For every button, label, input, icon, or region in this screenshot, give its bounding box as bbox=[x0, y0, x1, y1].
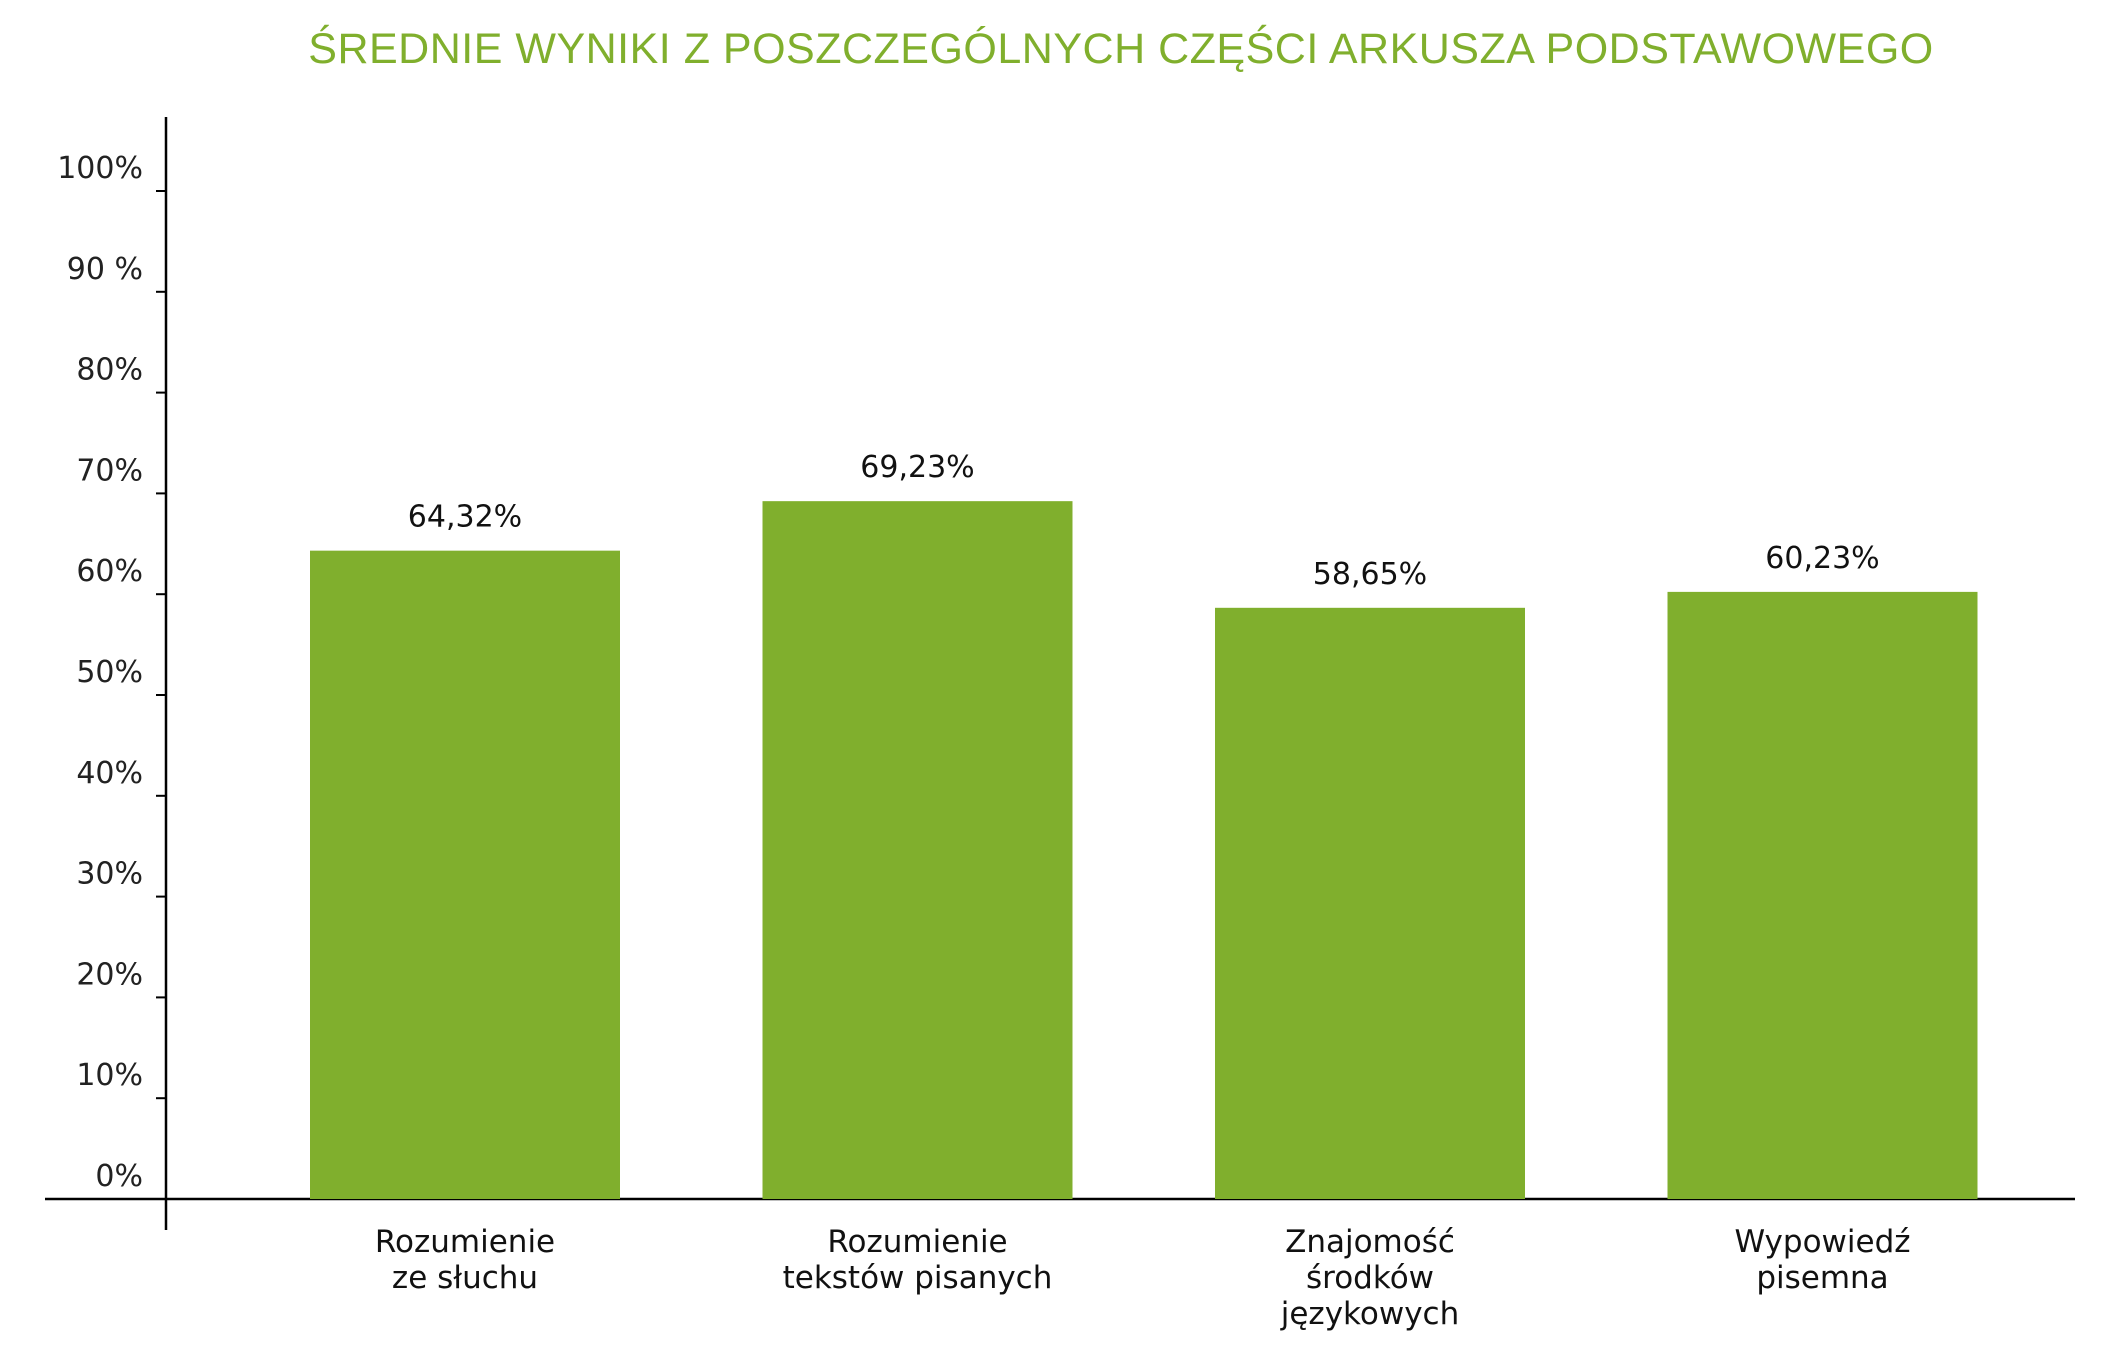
chart-title: ŚREDNIE WYNIKI Z POSZCZEGÓLNYCH CZĘŚCI A… bbox=[308, 24, 1933, 73]
x-category-label: Znajomość środków językowych bbox=[1280, 1224, 1460, 1332]
y-tick-label: 20% bbox=[76, 957, 143, 992]
value-labels: 64,32% 69,23% 58,65% 60,23% bbox=[408, 450, 1880, 592]
x-category-label: Wypowiedź pisemna bbox=[1734, 1224, 1910, 1296]
bar bbox=[310, 550, 620, 1199]
bar bbox=[762, 501, 1073, 1199]
x-category-label-line: Rozumienie bbox=[827, 1224, 1007, 1260]
x-category-label-line: ze słuchu bbox=[392, 1260, 538, 1296]
y-tick-label: 30% bbox=[76, 857, 143, 892]
x-category-label-line: Znajomość bbox=[1285, 1224, 1455, 1260]
x-category-label-line: Wypowiedź bbox=[1734, 1224, 1910, 1260]
bar bbox=[1215, 607, 1525, 1199]
bar-value-label: 60,23% bbox=[1765, 541, 1879, 576]
bar-value-label: 64,32% bbox=[408, 500, 522, 535]
y-tick-label: 50% bbox=[76, 655, 143, 690]
y-tick-label: 100% bbox=[57, 151, 143, 186]
x-category-label: Rozumienie ze słuchu bbox=[375, 1224, 555, 1296]
bar bbox=[1667, 591, 1978, 1199]
y-tick-label: 90 % bbox=[67, 252, 143, 287]
bar-value-label: 58,65% bbox=[1313, 557, 1427, 592]
bars bbox=[310, 501, 1978, 1199]
bar-value-label: 69,23% bbox=[860, 450, 974, 485]
x-category-label-line: Rozumienie bbox=[375, 1224, 555, 1260]
x-category-label-line: tekstów pisanych bbox=[783, 1260, 1053, 1296]
y-tick-label: 0% bbox=[95, 1159, 143, 1194]
x-category-label-line: pisemna bbox=[1756, 1260, 1888, 1296]
y-tick-label: 40% bbox=[76, 756, 143, 791]
y-tick-label: 80% bbox=[76, 353, 143, 388]
x-category-label-line: środków bbox=[1306, 1260, 1434, 1296]
x-category-label: Rozumienie tekstów pisanych bbox=[783, 1224, 1053, 1296]
y-tick-label: 10% bbox=[76, 1058, 143, 1093]
x-category-label-line: językowych bbox=[1280, 1296, 1460, 1332]
y-tick-label: 60% bbox=[76, 554, 143, 589]
y-axis: 0% 10% 20% 30% 40% 50% 60% 70% 80% 90 % 100% bbox=[57, 117, 168, 1230]
y-tick-label: 70% bbox=[76, 453, 143, 488]
